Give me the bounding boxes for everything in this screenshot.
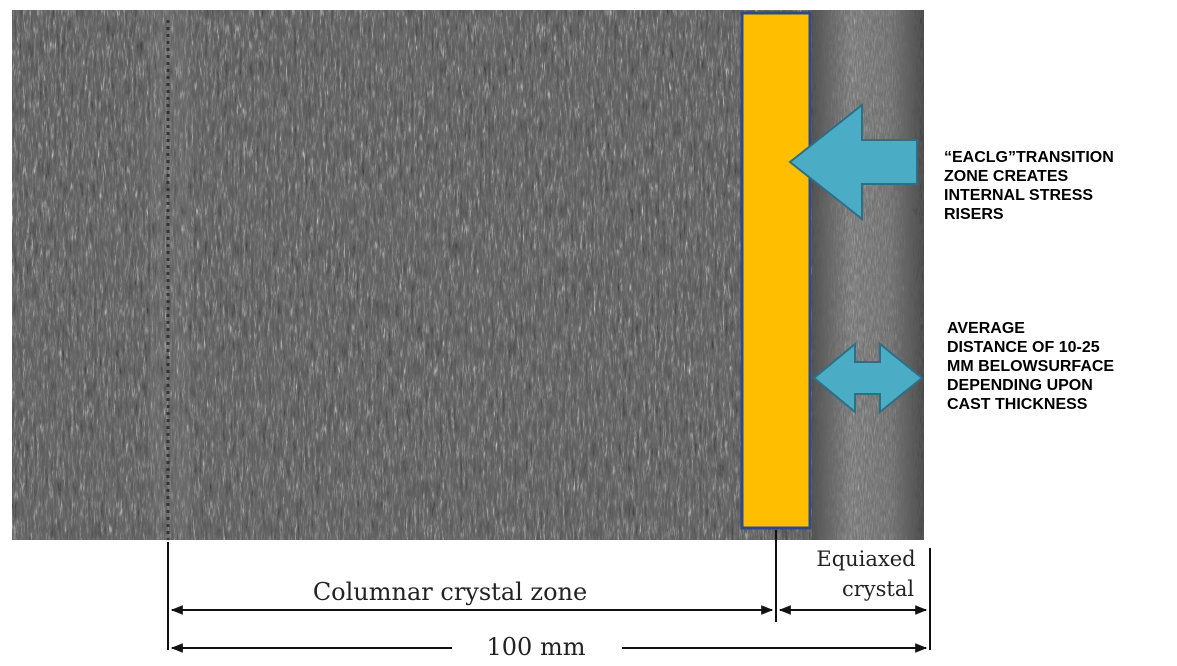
double-arrow-icon: [812, 341, 924, 415]
label-backdrop: [452, 636, 622, 660]
distance-callout-line: AVERAGE: [947, 320, 1025, 337]
equiaxed-label-line2: crystal: [842, 577, 914, 601]
distance-callout-line: MM BELOWSURFACE: [947, 358, 1115, 375]
transition-callout-line: INTERNAL STRESS: [944, 187, 1094, 204]
left-arrow-icon: [788, 102, 918, 222]
distance-callout: AVERAGE DISTANCE OF 10-25 MM BELOWSURFAC…: [947, 319, 1114, 414]
equiaxed-label-line1: Equiaxed: [816, 547, 915, 571]
columnar-zone-label: Columnar crystal zone: [313, 578, 587, 606]
transition-callout-line: ZONE CREATES: [944, 168, 1069, 185]
transition-callout-line: “EACLG”TRANSITION: [944, 149, 1114, 166]
transition-callout: “EACLG”TRANSITION ZONE CREATES INTERNAL …: [944, 148, 1114, 224]
transition-zone-band: [740, 11, 812, 530]
distance-callout-line: DEPENDING UPON: [947, 377, 1093, 394]
left-light-band: [150, 10, 190, 540]
total-width-label: 100 mm: [487, 633, 586, 661]
equiaxed-surface-grain: [812, 10, 924, 540]
distance-callout-line: DISTANCE OF 10-25: [947, 339, 1100, 356]
distance-callout-line: CAST THICKNESS: [947, 396, 1088, 413]
transition-callout-line: RISERS: [944, 206, 1004, 223]
